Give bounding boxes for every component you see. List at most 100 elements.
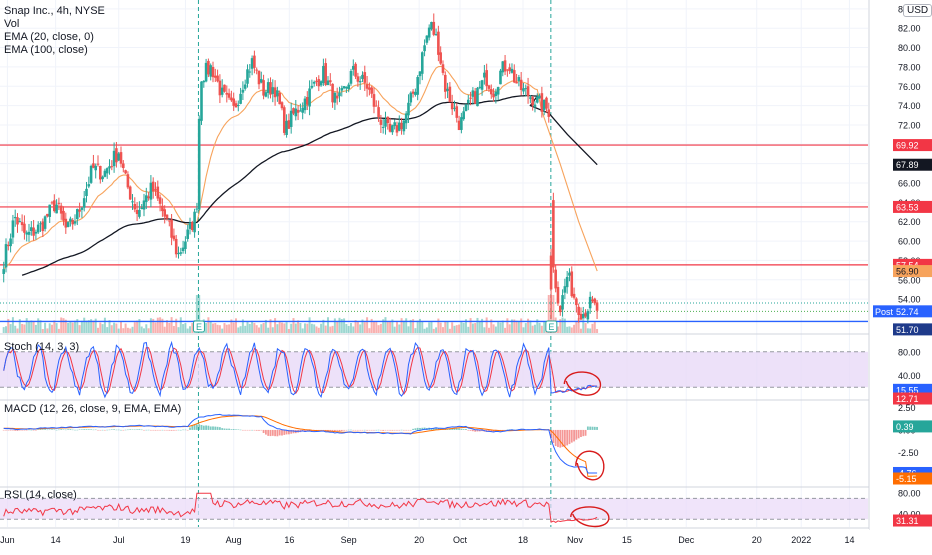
- volume-bar: [481, 318, 484, 333]
- candle-body: [418, 71, 422, 77]
- legend-vol[interactable]: Vol: [4, 18, 20, 30]
- support-price-tag: 51.70: [893, 323, 932, 336]
- volume-bar: [48, 323, 51, 333]
- volume-bar: [51, 324, 54, 333]
- volume-bar: [478, 321, 481, 333]
- macd-histogram: [2, 424, 598, 448]
- volume-bar: [37, 318, 40, 333]
- symbol-title[interactable]: Snap Inc., 4h, NYSE: [4, 5, 105, 17]
- candle-body: [584, 312, 587, 317]
- volume-bar: [460, 322, 463, 333]
- time-tick-label: Nov: [567, 535, 584, 545]
- volume-bar: [559, 319, 562, 333]
- macd-histogram-bar: [412, 428, 414, 430]
- macd-histogram-bar: [405, 429, 408, 431]
- macd-histogram-bar: [225, 428, 228, 430]
- candle-body: [144, 195, 148, 202]
- candle-body: [549, 255, 553, 290]
- volume-bar: [513, 319, 516, 333]
- currency-button[interactable]: USD: [903, 4, 932, 17]
- legend-ema100[interactable]: EMA (100, close): [4, 44, 88, 56]
- volume-bar: [329, 326, 332, 333]
- volume-bar: [336, 321, 339, 333]
- macd-histogram-bar: [97, 429, 99, 431]
- macd-histogram-bar: [501, 429, 504, 431]
- candle-body: [253, 55, 256, 68]
- volume-bar: [352, 326, 355, 333]
- candle-body: [464, 104, 468, 112]
- volume-bar: [444, 321, 447, 333]
- macd-histogram-bar: [25, 429, 28, 431]
- price-tick-label: 72.00: [898, 120, 921, 130]
- macd-histogram-bar: [244, 429, 247, 431]
- volume-bar: [41, 328, 44, 333]
- macd-histogram-bar: [453, 428, 456, 430]
- candle-body: [78, 209, 81, 212]
- macd-histogram-bar: [209, 426, 212, 430]
- volume-bar: [423, 328, 426, 333]
- legend-ema20[interactable]: EMA (20, close, 0): [4, 31, 94, 43]
- macd-title[interactable]: MACD (12, 26, close, 9, EMA, EMA): [4, 403, 182, 415]
- rsi-band: [0, 498, 868, 520]
- volume-bar: [198, 295, 201, 333]
- candle-body: [581, 313, 585, 319]
- volume-bar: [301, 328, 304, 333]
- macd-histogram-bar: [552, 429, 555, 443]
- candle-body: [361, 74, 364, 79]
- stoch-title[interactable]: Stoch (14, 3, 3): [4, 341, 80, 353]
- candle-body: [216, 75, 219, 82]
- rsi-value-tag: 31.31: [893, 514, 932, 527]
- volume-bar: [356, 321, 359, 333]
- volume-bar: [232, 322, 235, 333]
- candle-body: [179, 252, 183, 254]
- volume-bar: [101, 324, 104, 333]
- macd-histogram-bar: [490, 429, 493, 432]
- volume-bar: [103, 317, 106, 333]
- macd-histogram-bar: [195, 424, 198, 430]
- candle-body: [82, 198, 86, 208]
- volume-bar: [458, 324, 461, 333]
- macd-histogram-bar: [350, 429, 352, 431]
- volume-bar: [147, 328, 150, 333]
- macd-histogram-bar: [48, 429, 51, 431]
- candle-body: [368, 87, 371, 90]
- macd-histogram-bar: [331, 429, 334, 431]
- candle-body: [99, 165, 102, 180]
- volume-bar: [462, 322, 465, 333]
- candle-body: [391, 125, 394, 133]
- candle-body: [556, 287, 560, 304]
- volume-bar: [469, 318, 472, 333]
- volume-bar: [149, 318, 152, 333]
- candle-body: [577, 306, 580, 316]
- macd-histogram-bar: [106, 429, 109, 431]
- candle-body: [446, 88, 449, 91]
- macd-histogram-bar: [363, 429, 366, 431]
- volume-bar: [32, 320, 35, 333]
- macd-histogram-bar: [205, 425, 207, 430]
- candle-body: [542, 99, 546, 110]
- macd-histogram-bar: [253, 429, 256, 431]
- volume-bar: [156, 317, 159, 333]
- macd-histogram-bar: [333, 429, 336, 432]
- volume-bar: [490, 319, 493, 333]
- macd-histogram-bar: [87, 429, 90, 430]
- candle-body: [326, 80, 330, 86]
- volume-bar: [540, 325, 543, 333]
- rsi-title[interactable]: RSI (14, close): [4, 489, 77, 501]
- macd-histogram-bar: [228, 428, 230, 430]
- volume-bar: [591, 323, 594, 333]
- candle-body: [101, 176, 104, 180]
- macd-histogram-bar: [563, 429, 566, 447]
- svg-text:67.89: 67.89: [896, 160, 919, 170]
- volume-bar: [510, 319, 513, 333]
- macd-histogram-bar: [163, 429, 166, 431]
- candle-body: [591, 299, 594, 302]
- macd-histogram-bar: [276, 429, 279, 437]
- volume-bar: [225, 324, 228, 333]
- volume-bar: [55, 323, 58, 333]
- candle-body: [230, 97, 233, 101]
- macd-histogram-bar: [140, 429, 143, 431]
- macd-histogram-bar: [198, 424, 201, 430]
- candle-body: [492, 93, 495, 98]
